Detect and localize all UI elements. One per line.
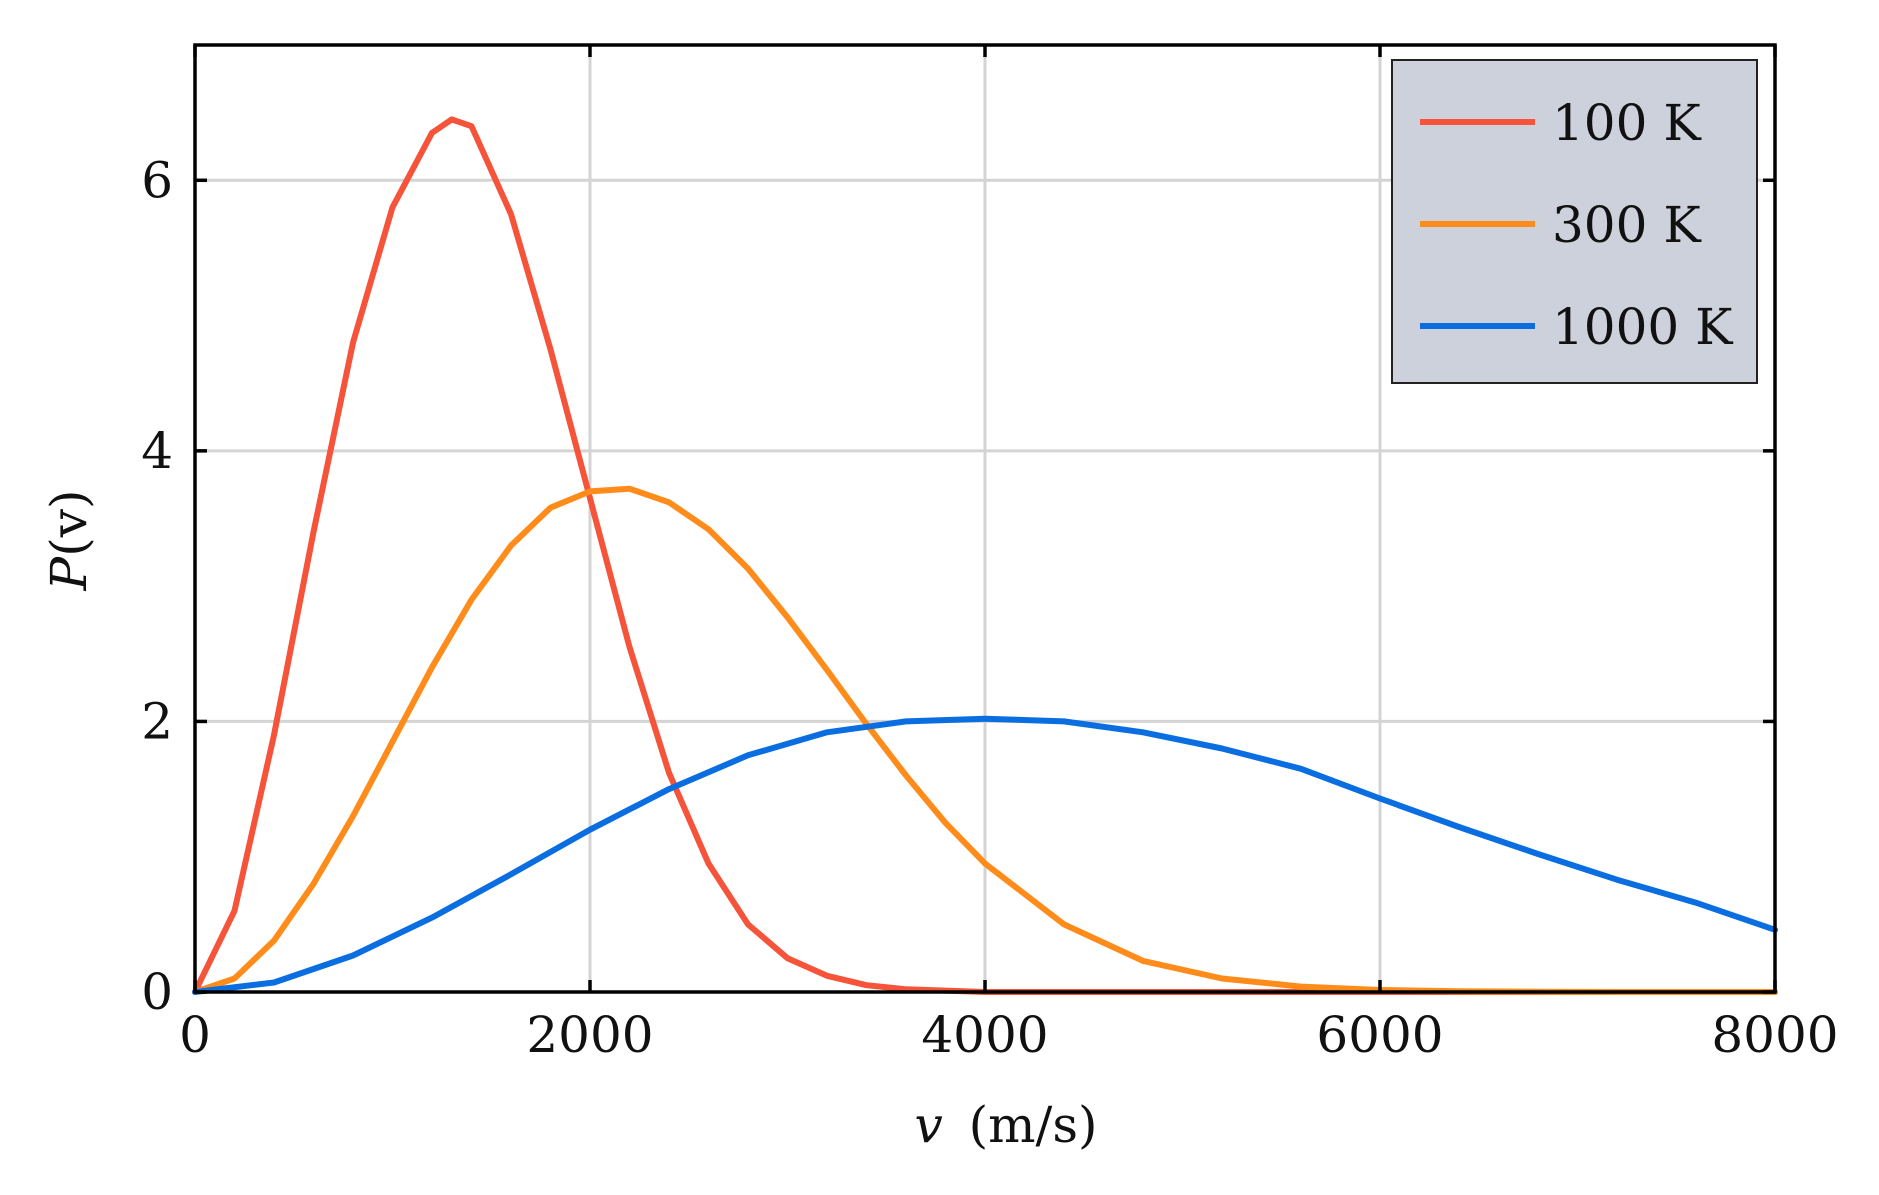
legend: 100 K 300 K 1000 K bbox=[1391, 59, 1758, 384]
plot-frame: 0 2000 4000 6000 8000 0 2 4 6 bbox=[141, 43, 1839, 1064]
grid-lines bbox=[195, 45, 1775, 992]
x-tick-label: 8000 bbox=[1711, 1006, 1838, 1064]
legend-label: 300 K bbox=[1552, 196, 1702, 254]
legend-label: 100 K bbox=[1552, 94, 1702, 152]
series-line-1000-k bbox=[192, 715, 1778, 995]
y-tick-label: 6 bbox=[141, 151, 173, 209]
y-tick-label: 2 bbox=[141, 692, 173, 750]
x-tick-label: 6000 bbox=[1316, 1006, 1443, 1064]
legend-label: 1000 K bbox=[1552, 298, 1734, 356]
x-tick-label: 2000 bbox=[526, 1006, 653, 1064]
x-tick-label: 4000 bbox=[921, 1006, 1048, 1064]
y-axis-title: P(v) bbox=[40, 490, 98, 592]
x-tick-label: 0 bbox=[179, 1006, 211, 1064]
y-tick-label: 4 bbox=[141, 422, 173, 480]
y-tick-label: 0 bbox=[141, 963, 173, 1021]
x-axis-title: v (m/s) bbox=[914, 1096, 1097, 1154]
